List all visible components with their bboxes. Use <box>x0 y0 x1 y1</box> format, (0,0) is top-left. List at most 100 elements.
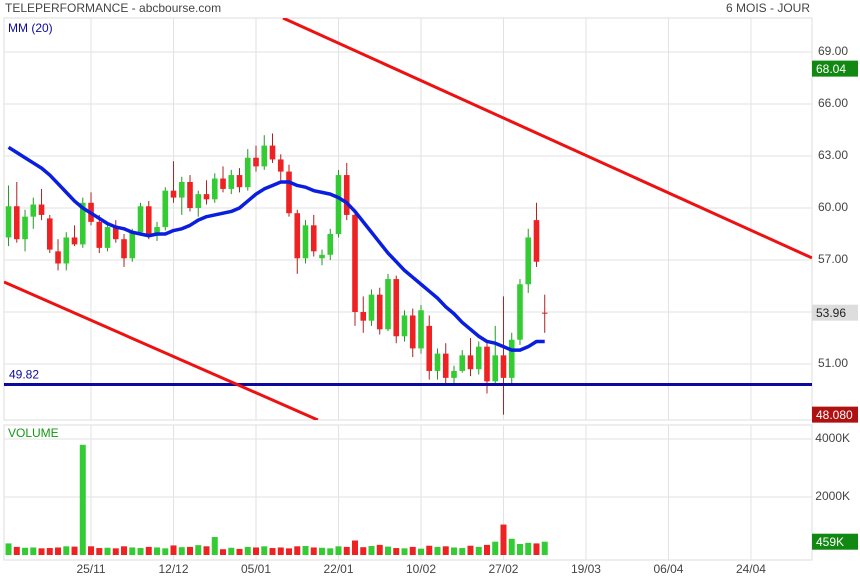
candle-body <box>352 214 358 313</box>
volume-bar <box>483 544 490 556</box>
volume-bar <box>104 547 111 556</box>
volume-bar <box>253 547 260 556</box>
volume-label: 459K <box>816 535 844 549</box>
price-label-box <box>812 304 858 321</box>
volume-bar <box>525 542 532 556</box>
volume-bar <box>335 546 342 556</box>
candle-body <box>434 353 441 371</box>
volume-bar <box>393 548 400 556</box>
volume-bar <box>351 540 358 556</box>
candle-body <box>492 355 499 382</box>
candle-body <box>121 239 127 259</box>
volume-panel <box>3 424 813 561</box>
price-label: 48.080 <box>816 408 853 422</box>
volume-bar <box>286 548 293 556</box>
candle-body <box>467 355 474 370</box>
volume-bar <box>162 548 169 556</box>
candle-body <box>162 190 169 228</box>
y-tick-label: 69.00 <box>818 44 848 58</box>
volume-bar <box>459 548 466 556</box>
y-tick-label: 57.00 <box>818 252 848 266</box>
price-label-box <box>812 60 858 77</box>
volume-bar <box>195 545 202 556</box>
volume-bar <box>244 546 251 556</box>
volume-bar <box>178 547 185 556</box>
candle-body <box>228 175 235 189</box>
volume-bar <box>236 548 243 556</box>
volume-bar <box>533 543 540 556</box>
volume-title: VOLUME <box>8 426 59 440</box>
x-tick-label: 06/04 <box>653 562 683 576</box>
candle-body <box>475 346 482 370</box>
candle-body <box>112 227 119 240</box>
volume-bar <box>302 546 309 556</box>
candle-body <box>335 175 342 234</box>
volume-bar <box>475 546 482 556</box>
volume-bar <box>426 545 433 556</box>
candle-body <box>71 237 78 245</box>
volume-bar <box>46 548 53 556</box>
candle-body <box>22 216 28 240</box>
price-label: 68.04 <box>816 62 846 76</box>
chart-subtitle: 6 MOIS - JOUR <box>726 1 810 15</box>
candle-body <box>137 206 144 233</box>
candle-body <box>211 178 218 200</box>
x-tick-label: 12/12 <box>159 562 189 576</box>
candle-body <box>484 346 490 382</box>
candle-body <box>145 206 152 236</box>
candle-body <box>500 355 507 378</box>
volume-bar <box>154 547 161 556</box>
x-tick-label: 25/11 <box>76 562 105 576</box>
volume-bar <box>145 546 152 556</box>
candle-body <box>187 181 193 208</box>
candle-body <box>451 370 457 378</box>
volume-bar <box>55 547 62 556</box>
volume-bar <box>277 547 284 556</box>
price-label-box <box>812 406 858 423</box>
candle-body <box>525 237 532 285</box>
candle-body <box>327 233 334 255</box>
candle-body <box>393 279 400 337</box>
volume-bar <box>269 548 276 556</box>
candle-body <box>220 178 226 189</box>
volume-bar <box>319 547 326 556</box>
candle-body <box>195 194 202 208</box>
candle-body <box>129 232 136 259</box>
candle-body <box>294 213 301 259</box>
volume-bar <box>541 541 548 556</box>
volume-bar <box>203 546 210 556</box>
volume-bar <box>112 548 119 556</box>
volume-bar <box>401 548 408 556</box>
candle-body <box>178 181 185 198</box>
moving-average <box>7 145 545 352</box>
candle-body <box>517 284 523 340</box>
candle-body <box>203 194 210 200</box>
x-tick-label: 19/03 <box>571 562 601 576</box>
candle-body <box>541 312 548 314</box>
x-tick-label: 22/01 <box>323 562 353 576</box>
candle-body <box>261 145 268 167</box>
candle-body <box>30 204 37 217</box>
candle-body <box>409 315 416 349</box>
volume-bar <box>434 546 441 556</box>
volume-bar <box>96 548 103 556</box>
candle-body <box>269 145 276 160</box>
volume-bar <box>137 548 144 556</box>
candle-body <box>459 355 466 371</box>
y-tick-label: 4000K <box>815 431 850 445</box>
candle-body <box>154 227 160 236</box>
volume-bar <box>368 546 375 556</box>
volume-bar <box>294 546 301 556</box>
x-tick-label: 24/04 <box>736 562 766 576</box>
y-tick-label: 51.00 <box>818 356 848 370</box>
candle-body <box>96 221 103 248</box>
volume-bar <box>417 548 424 556</box>
volume-bar <box>79 444 86 556</box>
x-tick-label: 27/02 <box>488 562 518 576</box>
candle-body <box>277 159 284 172</box>
candle-body <box>244 157 251 188</box>
volume-bar <box>220 549 227 556</box>
candle-body <box>236 175 243 188</box>
volume-bar <box>343 546 350 556</box>
